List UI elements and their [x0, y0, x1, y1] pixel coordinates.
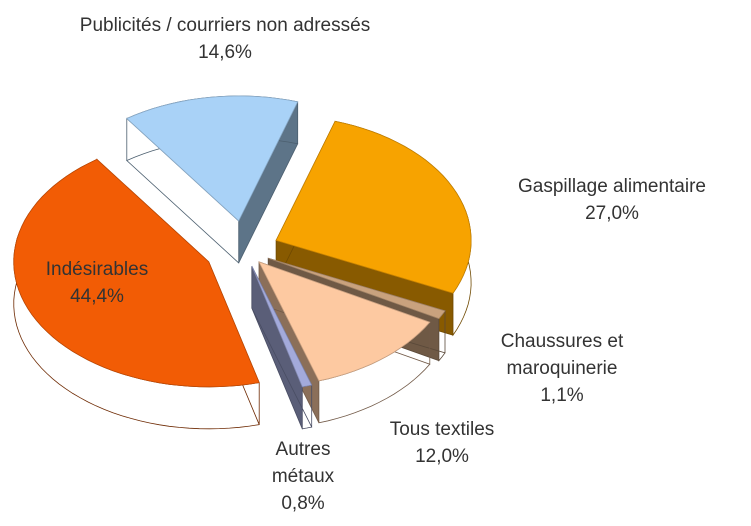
slice: [126, 95, 299, 222]
slice: [251, 265, 313, 388]
slice-label: Chaussures et maroquinerie 1,1%: [462, 328, 662, 409]
category-name: Publicités / courriers non adressés: [79, 15, 371, 36]
category-name: Tous textiles: [389, 419, 495, 440]
slice-side: [251, 265, 313, 430]
slice-label: Gaspillage alimentaire 27,0%: [462, 173, 751, 227]
slice-label: Publicités / courriers non adressés 14,6%: [60, 12, 390, 66]
category-name: Indésirables: [45, 259, 149, 280]
slice: [13, 158, 260, 388]
value-label: 27,0%: [585, 203, 639, 224]
category-name: Autres métaux: [271, 439, 335, 487]
value-label: 14,6%: [198, 42, 252, 63]
slice-label: Tous textiles 12,0%: [342, 416, 542, 470]
slice-label: Autres métaux 0,8%: [248, 436, 358, 517]
value-label: 0,8%: [281, 493, 325, 514]
value-label: 1,1%: [540, 385, 584, 406]
slice: [268, 257, 446, 320]
slice: [258, 261, 431, 382]
value-label: 12,0%: [415, 446, 469, 467]
value-label: 44,4%: [70, 286, 124, 307]
slice: [275, 120, 472, 294]
slice-label: Indésirables 44,4%: [0, 256, 197, 310]
category-name: Gaspillage alimentaire: [518, 176, 706, 197]
category-name: Chaussures et maroquinerie: [500, 331, 624, 379]
